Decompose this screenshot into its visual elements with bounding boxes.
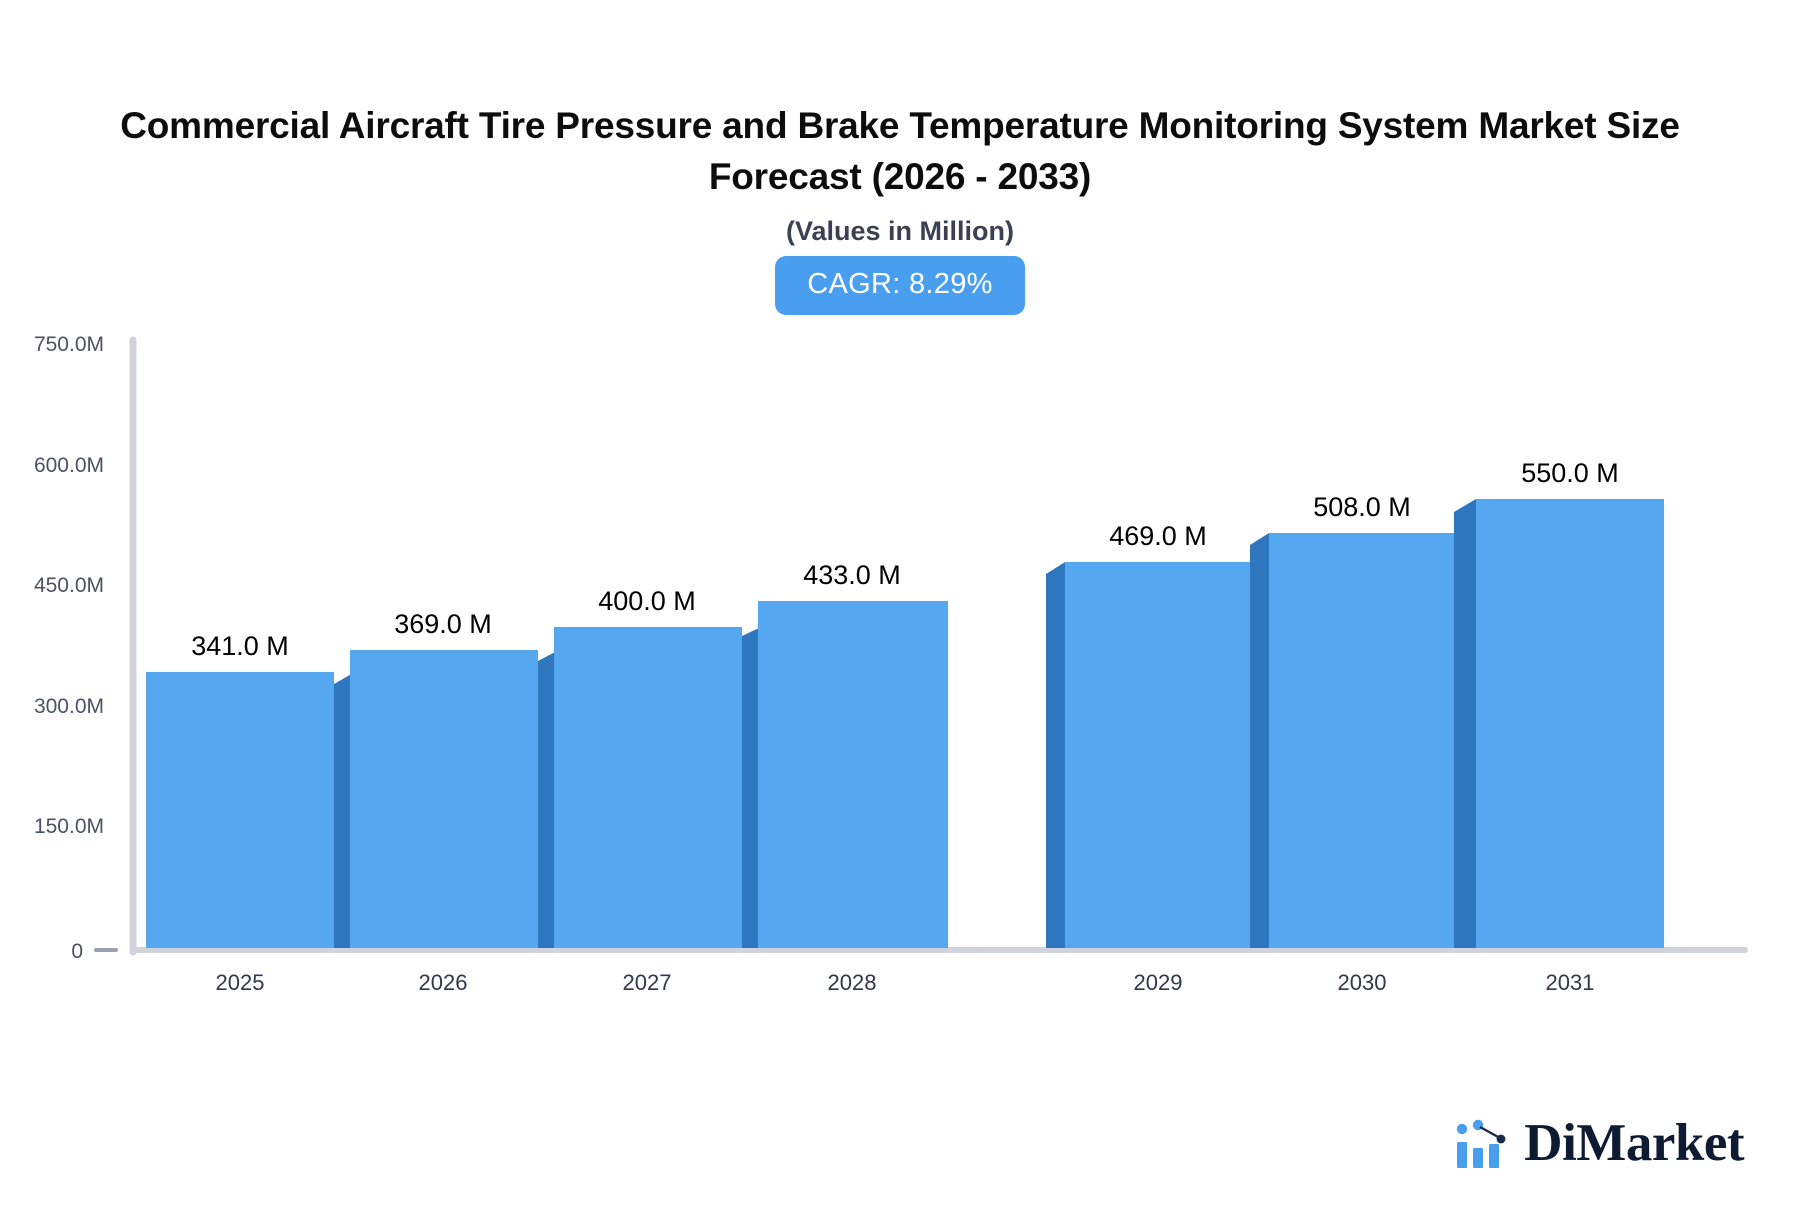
bar-group[interactable]: 341.0 M xyxy=(146,631,355,948)
bar-value-label: 369.0 M xyxy=(394,609,492,639)
bar-chart-logo-icon xyxy=(1457,1119,1506,1168)
bar-side-face xyxy=(1454,499,1476,948)
bar-group[interactable]: 508.0 M xyxy=(1250,492,1457,948)
bar-front-face xyxy=(1065,562,1253,948)
bar-value-label: 550.0 M xyxy=(1521,458,1619,488)
bar-value-label: 469.0 M xyxy=(1109,521,1207,551)
chart-header: Commercial Aircraft Tire Pressure and Br… xyxy=(0,100,1800,315)
logo-text: DiMarket xyxy=(1524,1114,1744,1172)
x-tick-label: 2026 xyxy=(419,970,468,995)
x-tick-label: 2029 xyxy=(1134,970,1183,995)
bar-group[interactable]: 433.0 M xyxy=(758,560,948,948)
bar-front-face xyxy=(350,650,538,948)
bar-group[interactable]: 550.0 M xyxy=(1454,458,1664,948)
axis-lines xyxy=(94,336,1748,956)
bar-front-face xyxy=(1269,533,1457,948)
brand-logo: DiMarket xyxy=(1455,1117,1744,1170)
bar-group[interactable]: 469.0 M xyxy=(1046,521,1253,948)
bar-front-face xyxy=(1476,499,1664,948)
bar-group[interactable]: 369.0 M xyxy=(350,609,559,948)
y-tick-label: 300.0M xyxy=(34,695,104,718)
bar-side-face xyxy=(1250,533,1269,948)
bar-side-face xyxy=(1046,562,1065,948)
bar-side-face xyxy=(334,672,355,948)
bar-front-face xyxy=(146,672,334,948)
y-tick-label: 600.0M xyxy=(34,454,104,477)
x-tick-label: 2030 xyxy=(1338,970,1387,995)
page-title: Commercial Aircraft Tire Pressure and Br… xyxy=(120,105,1680,197)
x-tick-label: 2031 xyxy=(1546,970,1595,995)
bar-value-label: 508.0 M xyxy=(1313,492,1411,522)
bar-side-face xyxy=(742,627,761,948)
y-tick-label: 750.0M xyxy=(34,333,104,356)
bar-value-label: 400.0 M xyxy=(598,586,696,616)
bar-front-face xyxy=(758,601,948,948)
bar-group[interactable]: 400.0 M xyxy=(554,586,761,948)
y-tick-label: 450.0M xyxy=(34,574,104,597)
y-axis-ticks: 750.0M 600.0M 450.0M 300.0M 150.0M 0 xyxy=(34,333,104,963)
bar-side-face xyxy=(538,650,559,948)
x-tick-label: 2025 xyxy=(216,970,265,995)
y-tick-label: 150.0M xyxy=(34,815,104,838)
bar-value-label: 341.0 M xyxy=(191,631,289,661)
chart-subtitle: (Values in Million) xyxy=(785,216,1015,246)
x-tick-label: 2027 xyxy=(623,970,672,995)
cagr-badge: CAGR: 8.29% xyxy=(775,256,1025,315)
bar-value-label: 433.0 M xyxy=(803,560,901,590)
y-tick-label: 0 xyxy=(71,940,83,963)
x-tick-label: 2028 xyxy=(828,970,877,995)
bar-front-face xyxy=(554,627,742,948)
x-axis-ticks: 2025 2026 2027 2028 2029 2030 2031 xyxy=(216,970,1595,995)
cagr-badge-container: CAGR: 8.29% xyxy=(0,256,1800,315)
